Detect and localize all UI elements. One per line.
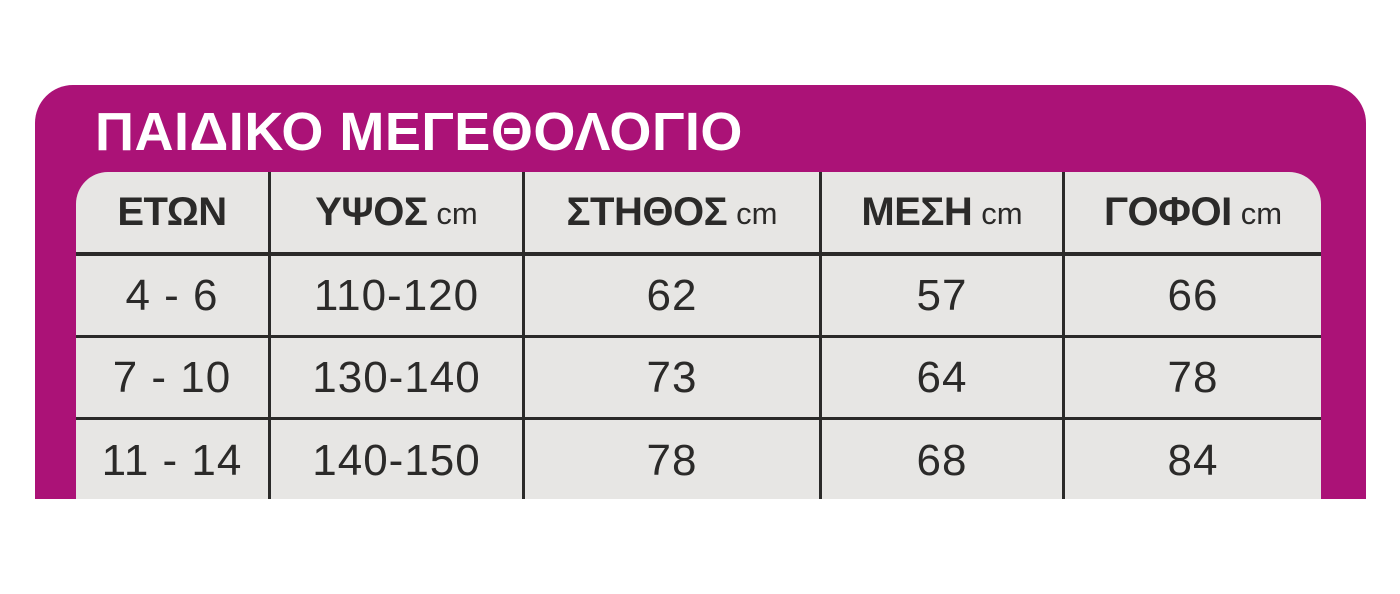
column-header-height: ΥΨΟΣ cm [271, 172, 525, 256]
column-header-hips: ΓΟΦΟΙ cm [1065, 172, 1321, 256]
table-cell-age: 11 - 14 [76, 420, 271, 499]
column-header-label: ΓΟΦΟΙ [1103, 189, 1232, 234]
column-header-label: ΕΤΩΝ [117, 189, 227, 234]
table-cell-hips: 78 [1065, 338, 1321, 420]
table-cell-chest: 62 [525, 256, 822, 338]
table-cell-age: 4 - 6 [76, 256, 271, 338]
table-cell-waist: 68 [822, 420, 1065, 499]
size-table: ΕΤΩΝ ΥΨΟΣ cm ΣΤΗΘΟΣ cm ΜΕΣΗ cm ΓΟΦΟΙ cm … [76, 172, 1321, 499]
column-header-unit: cm [736, 196, 778, 231]
table-cell-age: 7 - 10 [76, 338, 271, 420]
column-header-label: ΥΨΟΣ [315, 189, 428, 234]
column-header-label: ΣΤΗΘΟΣ [566, 189, 728, 234]
column-header-years: ΕΤΩΝ [76, 172, 271, 256]
column-header-unit: cm [981, 196, 1023, 231]
column-header-chest: ΣΤΗΘΟΣ cm [525, 172, 822, 256]
table-cell-hips: 66 [1065, 256, 1321, 338]
chart-title: ΠΑΙΔΙΚΟ ΜΕΓΕΘΟΛΟΓΙΟ [95, 101, 743, 162]
size-chart-card: ΠΑΙΔΙΚΟ ΜΕΓΕΘΟΛΟΓΙΟ ΕΤΩΝ ΥΨΟΣ cm ΣΤΗΘΟΣ … [35, 85, 1366, 499]
table-cell-height: 140-150 [271, 420, 525, 499]
column-header-label: ΜΕΣΗ [861, 189, 973, 234]
table-cell-height: 130-140 [271, 338, 525, 420]
table-cell-chest: 78 [525, 420, 822, 499]
table-cell-height: 110-120 [271, 256, 525, 338]
table-cell-chest: 73 [525, 338, 822, 420]
column-header-unit: cm [1240, 196, 1283, 231]
table-cell-waist: 64 [822, 338, 1065, 420]
table-cell-hips: 84 [1167, 436, 1219, 485]
column-header-waist: ΜΕΣΗ cm [822, 172, 1065, 256]
column-header-unit: cm [436, 196, 478, 231]
table-cell-waist: 57 [822, 256, 1065, 338]
